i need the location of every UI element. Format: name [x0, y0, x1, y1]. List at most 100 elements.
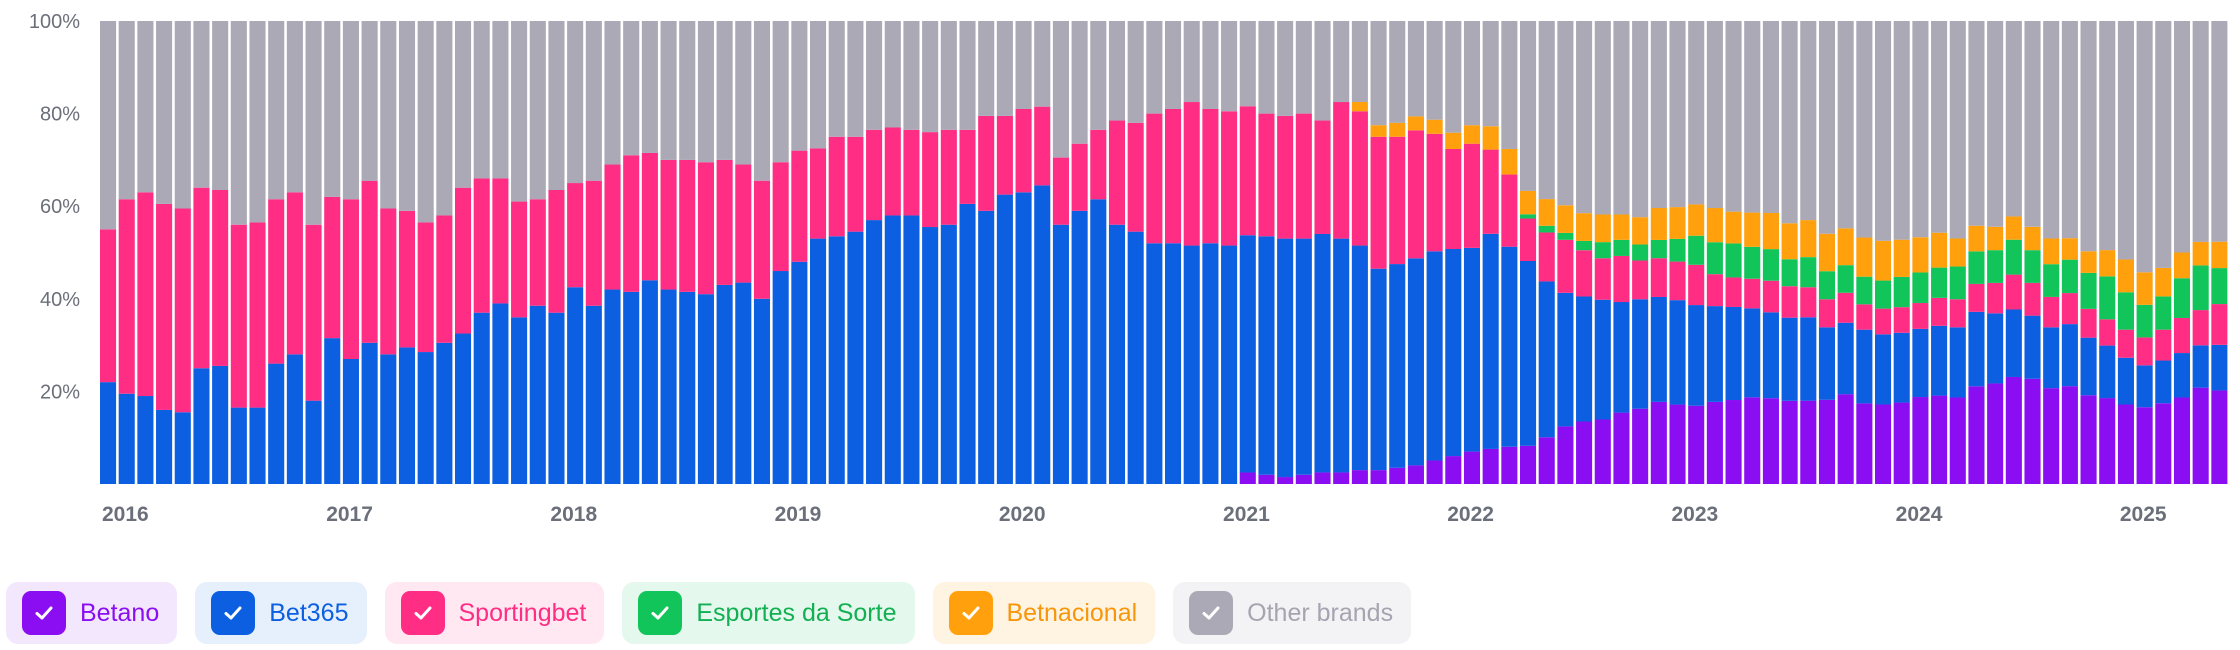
bar-segment-bet365[interactable] — [1632, 299, 1649, 409]
bar-segment-betnacional[interactable] — [1520, 190, 1537, 215]
bar-segment-bet365[interactable] — [791, 261, 808, 484]
bar-segment-bet365[interactable] — [1221, 245, 1238, 484]
bar-segment-sportingbet[interactable] — [1277, 115, 1294, 239]
bar-segment-bet365[interactable] — [305, 400, 322, 484]
bar-segment-esportes-da-sorte[interactable] — [2061, 259, 2078, 294]
bar-segment-betnacional[interactable] — [2155, 267, 2172, 297]
bar-segment-esportes-da-sorte[interactable] — [1893, 276, 1910, 308]
bar-segment-bet365[interactable] — [1333, 238, 1350, 473]
legend-toggle-sportingbet[interactable]: Sportingbet — [384, 582, 605, 644]
bar-segment-sportingbet[interactable] — [1295, 113, 1312, 239]
bar-segment-bet365[interactable] — [2136, 365, 2153, 408]
bar-segment-sportingbet[interactable] — [1837, 292, 1854, 323]
bar-segment-esportes-da-sorte[interactable] — [2024, 250, 2041, 283]
bar-segment-sportingbet[interactable] — [1407, 130, 1424, 259]
bar-segment-other-brands[interactable] — [1557, 21, 1574, 206]
bar-segment-sportingbet[interactable] — [1968, 283, 1985, 312]
bar-segment-other-brands[interactable] — [1613, 21, 1630, 215]
bar-segment-betnacional[interactable] — [2211, 241, 2228, 269]
bar-segment-sportingbet[interactable] — [2043, 296, 2060, 328]
bar-segment-bet365[interactable] — [697, 294, 714, 484]
bar-segment-betano[interactable] — [1744, 397, 1761, 484]
bar-segment-sportingbet[interactable] — [342, 199, 359, 359]
checkbox-checked-icon[interactable] — [638, 591, 683, 635]
bar-segment-bet365[interactable] — [1837, 322, 1854, 395]
bar-segment-esportes-da-sorte[interactable] — [1725, 243, 1742, 278]
bar-segment-betano[interactable] — [1613, 412, 1630, 484]
bar-segment-bet365[interactable] — [1781, 317, 1798, 401]
bar-segment-other-brands[interactable] — [623, 21, 640, 156]
bar-segment-esportes-da-sorte[interactable] — [2211, 268, 2228, 305]
bar-segment-betano[interactable] — [1781, 400, 1798, 484]
bar-segment-betnacional[interactable] — [2043, 238, 2060, 265]
bar-segment-other-brands[interactable] — [1856, 21, 1873, 238]
bar-segment-bet365[interactable] — [212, 365, 229, 484]
bar-segment-sportingbet[interactable] — [903, 129, 920, 216]
bar-segment-betnacional[interactable] — [1482, 126, 1499, 150]
bar-segment-sportingbet[interactable] — [1800, 287, 1817, 318]
bar-segment-bet365[interactable] — [1258, 236, 1275, 475]
bar-segment-other-brands[interactable] — [1501, 21, 1518, 149]
bar-segment-other-brands[interactable] — [1837, 21, 1854, 229]
bar-segment-other-brands[interactable] — [903, 21, 920, 130]
bar-segment-sportingbet[interactable] — [1389, 136, 1406, 265]
legend-toggle-bet365[interactable]: Bet365 — [195, 582, 367, 644]
bar-segment-other-brands[interactable] — [212, 21, 229, 190]
bar-segment-bet365[interactable] — [1090, 199, 1107, 484]
bar-segment-bet365[interactable] — [380, 354, 397, 484]
bar-segment-other-brands[interactable] — [1183, 21, 1200, 103]
bar-segment-sportingbet[interactable] — [753, 180, 771, 299]
bar-segment-other-brands[interactable] — [1015, 21, 1032, 109]
bar-segment-esportes-da-sorte[interactable] — [1931, 267, 1948, 298]
bar-segment-sportingbet[interactable] — [156, 203, 173, 410]
bar-segment-other-brands[interactable] — [268, 21, 285, 200]
bar-segment-sportingbet[interactable] — [511, 201, 528, 318]
bar-segment-other-brands[interactable] — [1445, 21, 1462, 133]
bar-segment-sportingbet[interactable] — [660, 159, 677, 290]
bar-segment-sportingbet[interactable] — [1725, 277, 1742, 307]
legend-toggle-betano[interactable]: Betano — [6, 582, 178, 644]
bar-segment-bet365[interactable] — [1650, 296, 1667, 402]
legend-toggle-other-brands[interactable]: Other brands — [1173, 582, 1412, 644]
bar-segment-sportingbet[interactable] — [1034, 106, 1051, 186]
bar-segment-other-brands[interactable] — [342, 21, 359, 200]
bar-segment-bet365[interactable] — [1688, 305, 1705, 406]
bar-segment-other-brands[interactable] — [2155, 21, 2172, 268]
bar-segment-sportingbet[interactable] — [1520, 218, 1537, 261]
bar-segment-other-brands[interactable] — [1052, 21, 1069, 158]
bar-segment-betnacional[interactable] — [1669, 207, 1686, 239]
bar-segment-bet365[interactable] — [903, 215, 920, 484]
bar-segment-betano[interactable] — [1875, 404, 1892, 484]
bar-segment-sportingbet[interactable] — [1594, 258, 1611, 300]
bar-segment-betnacional[interactable] — [2024, 226, 2041, 251]
bar-segment-bet365[interactable] — [1295, 238, 1312, 475]
bar-segment-other-brands[interactable] — [1931, 21, 1948, 233]
bar-segment-sportingbet[interactable] — [1333, 102, 1350, 239]
bar-segment-other-brands[interactable] — [2043, 21, 2060, 239]
bar-segment-betnacional[interactable] — [1744, 212, 1761, 247]
bar-segment-bet365[interactable] — [735, 282, 752, 484]
bar-segment-sportingbet[interactable] — [2173, 317, 2191, 354]
bar-segment-betano[interactable] — [1594, 419, 1611, 485]
bar-segment-other-brands[interactable] — [1165, 21, 1182, 109]
bar-segment-other-brands[interactable] — [604, 21, 621, 165]
bar-segment-betano[interactable] — [1968, 386, 1985, 484]
bar-segment-bet365[interactable] — [548, 312, 565, 484]
bar-segment-other-brands[interactable] — [940, 21, 957, 130]
bar-segment-bet365[interactable] — [1482, 233, 1499, 449]
bar-segment-betnacional[interactable] — [1818, 233, 1836, 272]
bar-segment-other-brands[interactable] — [2136, 21, 2153, 273]
bar-segment-other-brands[interactable] — [2211, 21, 2228, 242]
bar-segment-betnacional[interactable] — [2136, 272, 2153, 305]
bar-segment-sportingbet[interactable] — [1370, 136, 1387, 269]
bar-segment-other-brands[interactable] — [2080, 21, 2097, 252]
bar-segment-esportes-da-sorte[interactable] — [1557, 232, 1574, 240]
bar-segment-esportes-da-sorte[interactable] — [1856, 276, 1873, 305]
bar-segment-betano[interactable] — [1501, 446, 1518, 484]
bar-segment-bet365[interactable] — [1202, 243, 1219, 484]
bar-segment-other-brands[interactable] — [473, 21, 490, 179]
bar-segment-sportingbet[interactable] — [1482, 149, 1499, 234]
bar-segment-sportingbet[interactable] — [380, 208, 397, 355]
bar-segment-bet365[interactable] — [398, 347, 416, 484]
bar-segment-other-brands[interactable] — [2173, 21, 2191, 253]
